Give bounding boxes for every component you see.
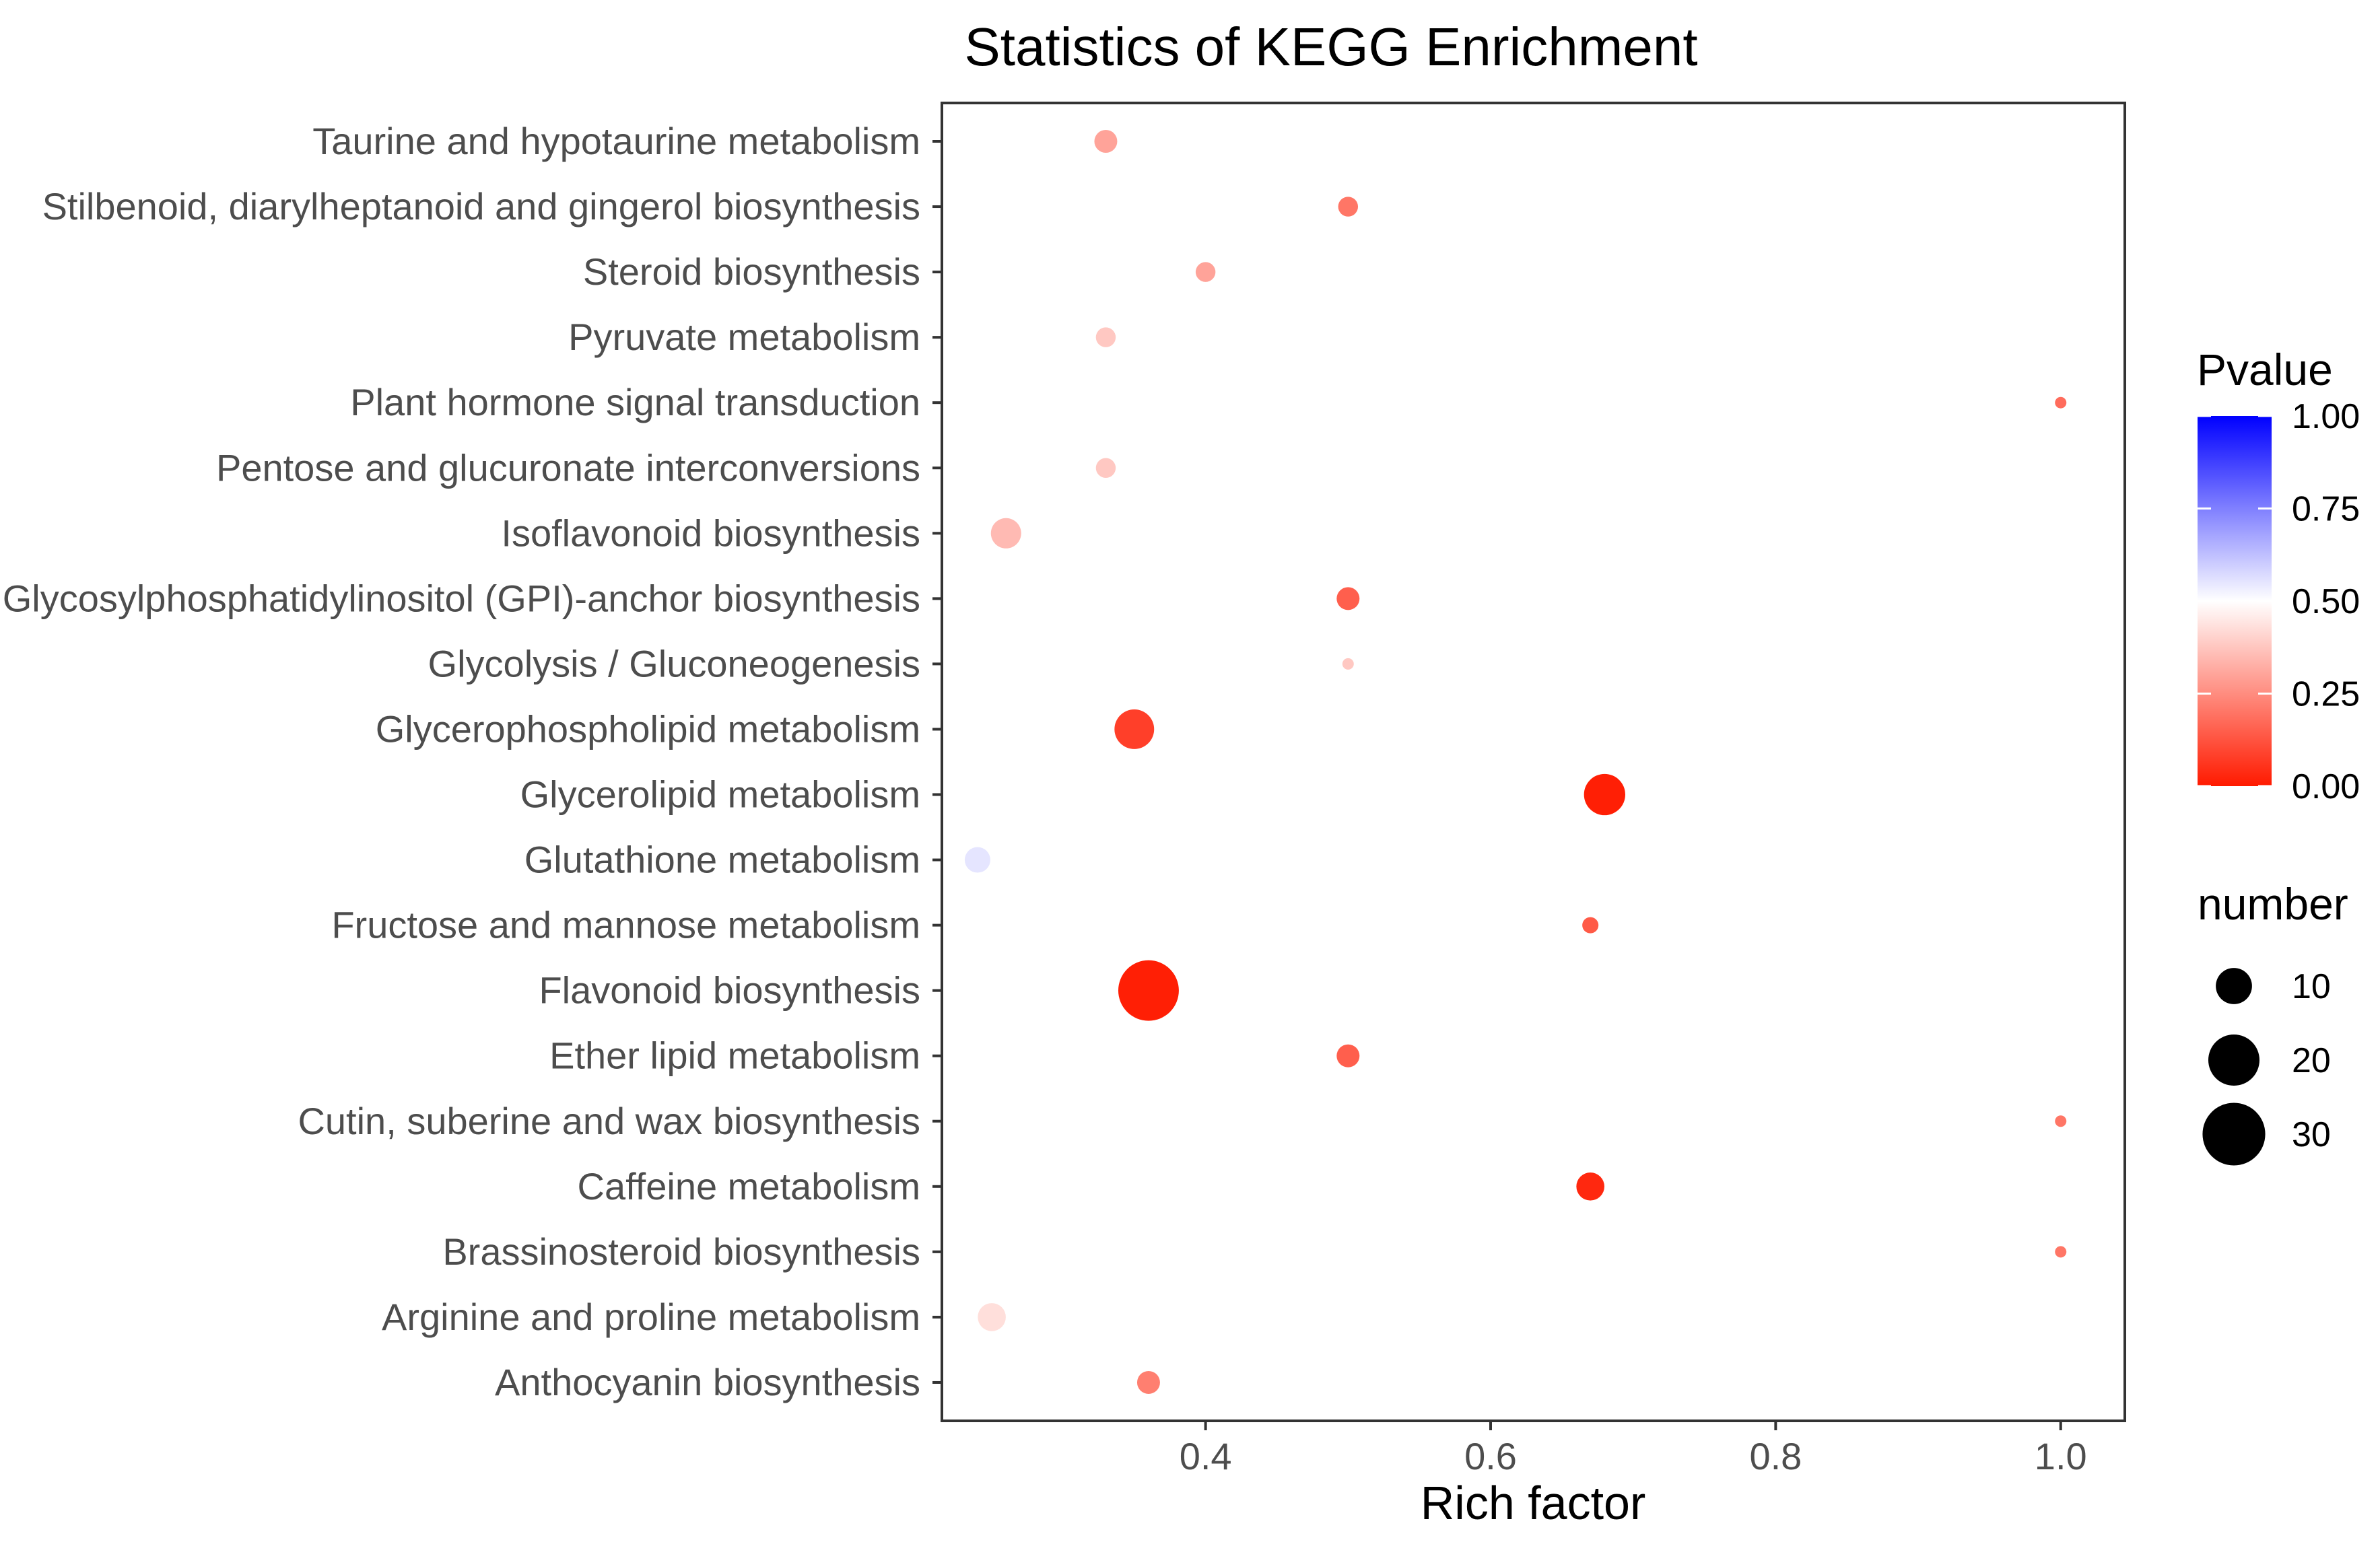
data-point bbox=[1195, 262, 1216, 282]
y-tick-label: Stilbenoid, diarylheptanoid and gingerol… bbox=[42, 185, 920, 227]
number-legend-label: 20 bbox=[2292, 1041, 2331, 1080]
number-legend-label: 10 bbox=[2292, 967, 2331, 1006]
y-tick-label: Fructose and mannose metabolism bbox=[331, 904, 920, 946]
y-tick-label: Glutathione metabolism bbox=[524, 839, 920, 881]
colorbar-label: 1.00 bbox=[2292, 397, 2360, 436]
data-point bbox=[1338, 197, 1359, 217]
colorbar-label: 0.25 bbox=[2292, 675, 2360, 714]
data-point bbox=[1136, 1370, 1160, 1394]
pvalue-legend: Pvalue 1.00 0.75 0.50 0.25 0.00 bbox=[2197, 345, 2360, 806]
data-point bbox=[1114, 709, 1155, 749]
y-tick-label: Glycolysis / Gluconeogenesis bbox=[428, 642, 920, 685]
x-tick-label: 0.8 bbox=[1749, 1435, 1802, 1477]
y-tick-label: Brassinosteroid biosynthesis bbox=[442, 1230, 920, 1273]
x-tick-label: 0.6 bbox=[1464, 1435, 1517, 1477]
x-tick-label: 0.4 bbox=[1180, 1435, 1232, 1477]
number-legend-dot bbox=[2202, 1102, 2266, 1166]
y-tick-label: Glycerophospholipid metabolism bbox=[376, 707, 920, 750]
number-legend-dot bbox=[2216, 968, 2252, 1004]
data-point bbox=[964, 847, 990, 873]
data-point bbox=[2055, 1246, 2067, 1258]
data-point bbox=[1094, 130, 1118, 153]
data-point bbox=[1342, 658, 1354, 670]
x-axis-title: Rich factor bbox=[1421, 1477, 1646, 1529]
pvalue-colorbar-ticks: 1.00 0.75 0.50 0.25 0.00 bbox=[2198, 397, 2360, 806]
y-tick-label: Arginine and proline metabolism bbox=[382, 1296, 920, 1338]
y-tick-label: Caffeine metabolism bbox=[578, 1165, 920, 1207]
plot-panel bbox=[941, 102, 2126, 1422]
y-tick-label: Steroid biosynthesis bbox=[583, 250, 920, 293]
data-points bbox=[964, 130, 2067, 1394]
data-point bbox=[2055, 396, 2067, 409]
number-legend-dot bbox=[2208, 1034, 2260, 1086]
y-tick-label: Anthocyanin biosynthesis bbox=[495, 1361, 920, 1403]
y-tick-label: Isoflavonoid biosynthesis bbox=[501, 512, 920, 554]
y-tick-label: Pyruvate metabolism bbox=[568, 316, 920, 358]
data-point bbox=[978, 1303, 1006, 1331]
y-tick-label: Glycosylphosphatidylinositol (GPI)-ancho… bbox=[3, 577, 920, 619]
y-tick-label: Taurine and hypotaurine metabolism bbox=[312, 120, 920, 162]
x-axis: 0.4 0.6 0.8 1.0 bbox=[1180, 1421, 2087, 1477]
data-point bbox=[1336, 1044, 1360, 1067]
colorbar-label: 0.00 bbox=[2292, 767, 2360, 806]
y-tick-label: Pentose and glucuronate interconversions bbox=[216, 446, 920, 489]
y-tick-label: Flavonoid biosynthesis bbox=[539, 969, 920, 1012]
y-tick-label: Ether lipid metabolism bbox=[549, 1035, 920, 1077]
data-point bbox=[2055, 1115, 2067, 1127]
y-axis: Taurine and hypotaurine metabolism Stilbe… bbox=[3, 120, 942, 1403]
data-point bbox=[1118, 960, 1179, 1021]
data-point bbox=[1584, 773, 1625, 816]
data-point bbox=[1582, 917, 1599, 934]
data-point bbox=[1336, 587, 1360, 610]
y-tick-label: Glycerolipid metabolism bbox=[520, 773, 920, 816]
data-point bbox=[1095, 327, 1116, 347]
number-legend-items: 10 20 30 bbox=[2202, 967, 2331, 1166]
colorbar-label: 0.75 bbox=[2292, 490, 2360, 529]
pvalue-legend-title: Pvalue bbox=[2197, 345, 2333, 394]
number-legend-label: 30 bbox=[2292, 1115, 2331, 1154]
x-tick-label: 1.0 bbox=[2035, 1435, 2087, 1477]
y-tick-label: Plant hormone signal transduction bbox=[350, 381, 920, 423]
data-point bbox=[1576, 1172, 1604, 1201]
colorbar-label: 0.50 bbox=[2292, 582, 2360, 621]
data-point bbox=[990, 518, 1021, 549]
number-legend: number 10 20 30 bbox=[2198, 879, 2348, 1166]
data-point bbox=[1095, 458, 1116, 478]
y-tick-label: Cutin, suberine and wax biosynthesis bbox=[298, 1100, 920, 1142]
chart-title: Statistics of KEGG Enrichment bbox=[964, 17, 1697, 77]
number-legend-title: number bbox=[2198, 879, 2348, 929]
